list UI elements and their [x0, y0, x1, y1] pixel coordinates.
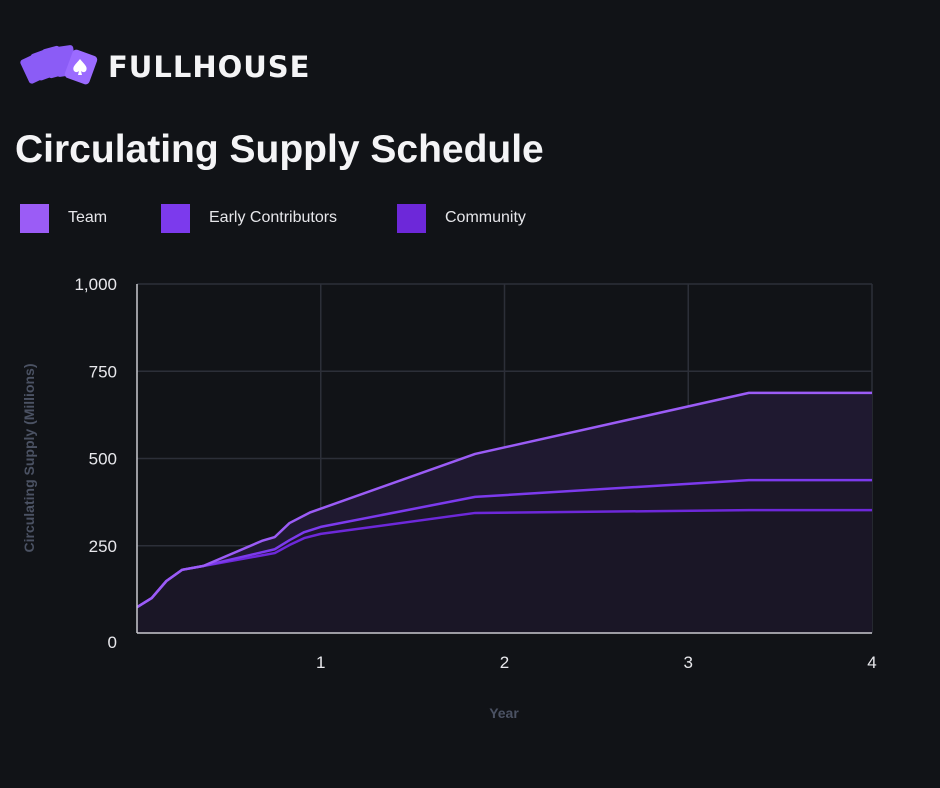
x-tick-label: 3: [684, 653, 693, 672]
legend-label: Team: [68, 209, 108, 226]
playing-cards-spade-icon: [20, 45, 98, 85]
brand-logo: FULLHOUSE: [20, 42, 310, 92]
chart-legend: Team Early Contributors Community: [20, 203, 526, 233]
y-axis-label: Circulating Supply (Millions): [21, 364, 37, 553]
x-axis-label: Year: [489, 705, 519, 721]
x-tick-label: 4: [867, 653, 876, 672]
y-tick-label: 250: [89, 537, 117, 556]
y-tick-label: 750: [89, 362, 117, 381]
legend-label: Early Contributors: [209, 209, 338, 226]
legend-swatch-early-contributors: [161, 203, 190, 233]
y-tick-label: 1,000: [74, 275, 117, 294]
x-tick-label: 2: [500, 653, 509, 672]
series-area-community: [137, 510, 872, 633]
legend-item-team: Team: [20, 203, 161, 233]
chart-title: Circulating Supply Schedule: [15, 128, 544, 171]
brand-name: FULLHOUSE: [108, 50, 311, 84]
legend-label: Community: [445, 209, 526, 226]
x-tick-label: 1: [316, 653, 325, 672]
y-tick-label: 500: [89, 450, 117, 469]
legend-item-community: Community: [397, 203, 526, 233]
legend-swatch-community: [397, 203, 426, 233]
y-tick-label: 0: [108, 633, 117, 652]
series-line-team: [136, 391, 872, 609]
legend-item-early-contributors: Early Contributors: [161, 203, 397, 233]
legend-swatch-team: [20, 203, 49, 233]
